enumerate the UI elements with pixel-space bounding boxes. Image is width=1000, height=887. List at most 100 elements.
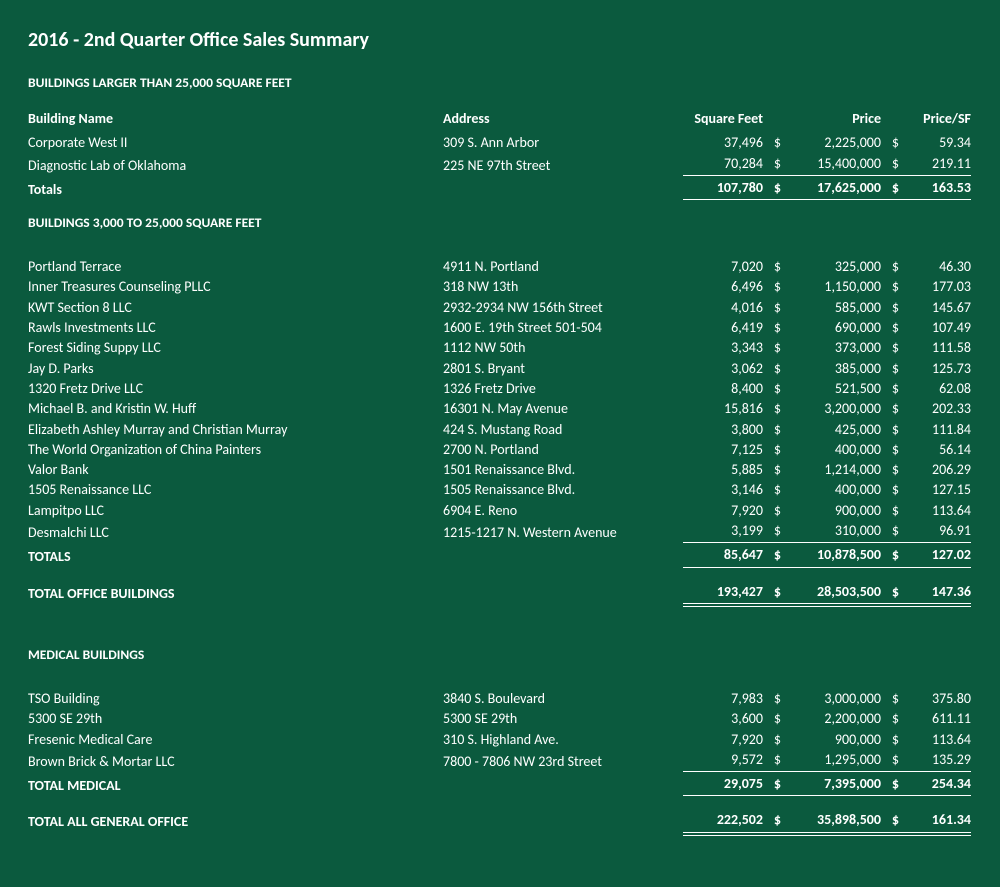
section-heading-large: BUILDINGS LARGER THAN 25,000 SQUARE FEET (28, 74, 978, 91)
cell-psf: 135.29 (899, 750, 971, 772)
table-row: Rawls Investments LLC1600 E. 19th Street… (28, 318, 978, 338)
cell-address: 225 NE 97th Street (443, 156, 683, 176)
currency-symbol: $ (763, 440, 781, 460)
cell-address: 309 S. Ann Arbor (443, 133, 683, 153)
cell-sqft: 7,920 (683, 730, 763, 750)
cell-name: 5300 SE 29th (28, 709, 443, 729)
cell-address: 2932-2934 NW 156th Street (443, 298, 683, 318)
cell-sqft: 7,920 (683, 501, 763, 521)
cell-psf: 125.73 (899, 359, 971, 379)
cell-name: 1505 Renaissance LLC (28, 480, 443, 500)
cell-address: 6904 E. Reno (443, 501, 683, 521)
currency-symbol: $ (763, 501, 781, 521)
currency-symbol: $ (881, 501, 899, 521)
office-total-sqft: 193,427 (683, 582, 763, 604)
totals-price: 10,878,500 (781, 545, 881, 567)
cell-name: 1320 Fretz Drive LLC (28, 379, 443, 399)
header-address: Address (443, 109, 683, 129)
table-row: Portland Terrace4911 N. Portland7,020$32… (28, 257, 978, 277)
cell-psf: 113.64 (899, 730, 971, 750)
cell-price: 2,225,000 (781, 133, 881, 153)
cell-address: 310 S. Highland Ave. (443, 730, 683, 750)
cell-sqft: 3,600 (683, 709, 763, 729)
cell-sqft: 5,885 (683, 460, 763, 480)
currency-symbol: $ (881, 460, 899, 480)
currency-symbol: $ (881, 133, 899, 153)
currency-symbol: $ (881, 709, 899, 729)
cell-sqft: 3,199 (683, 521, 763, 543)
medical-totals-row: TOTAL MEDICAL 29,075 $ 7,395,000 $ 254.3… (28, 774, 978, 796)
cell-name: Jay D. Parks (28, 359, 443, 379)
cell-address: 3840 S. Boulevard (443, 689, 683, 709)
cell-psf: 202.33 (899, 399, 971, 419)
grand-total-row: TOTAL ALL GENERAL OFFICE 222,502 $ 35,89… (28, 810, 978, 832)
cell-address: 1505 Renaissance Blvd. (443, 480, 683, 500)
currency-symbol: $ (881, 582, 899, 604)
cell-sqft: 6,496 (683, 277, 763, 297)
cell-address: 424 S. Mustang Road (443, 420, 683, 440)
grand-total-price: 35,898,500 (781, 810, 881, 832)
cell-name: Fresenic Medical Care (28, 730, 443, 750)
currency-symbol: $ (763, 521, 781, 543)
currency-symbol: $ (763, 730, 781, 750)
cell-sqft: 3,343 (683, 338, 763, 358)
cell-name: Lampitpo LLC (28, 501, 443, 521)
cell-address: 1600 E. 19th Street 501-504 (443, 318, 683, 338)
grand-total-label: TOTAL ALL GENERAL OFFICE (28, 812, 443, 832)
totals-sqft: 85,647 (683, 545, 763, 567)
cell-name: Valor Bank (28, 460, 443, 480)
totals-label: TOTAL MEDICAL (28, 776, 443, 796)
cell-name: Desmalchi LLC (28, 523, 443, 543)
table-row: Corporate West II309 S. Ann Arbor37,496$… (28, 133, 978, 153)
office-total-price: 28,503,500 (781, 582, 881, 604)
totals-psf: 127.02 (899, 545, 971, 567)
cell-address: 1215-1217 N. Western Avenue (443, 523, 683, 543)
cell-psf: 59.34 (899, 133, 971, 153)
cell-price: 1,150,000 (781, 277, 881, 297)
cell-name: TSO Building (28, 689, 443, 709)
currency-symbol: $ (881, 730, 899, 750)
totals-price: 17,625,000 (781, 178, 881, 200)
cell-price: 400,000 (781, 440, 881, 460)
currency-symbol: $ (881, 774, 899, 796)
table-row: Michael B. and Kristin W. Huff16301 N. M… (28, 399, 978, 419)
cell-sqft: 7,125 (683, 440, 763, 460)
cell-name: Brown Brick & Mortar LLC (28, 752, 443, 772)
currency-symbol: $ (763, 379, 781, 399)
cell-psf: 219.11 (899, 154, 971, 176)
currency-symbol: $ (763, 133, 781, 153)
header-price: Price (781, 109, 881, 129)
table-row: Desmalchi LLC1215-1217 N. Western Avenue… (28, 521, 978, 543)
cell-address: 2700 N. Portland (443, 440, 683, 460)
cell-price: 15,400,000 (781, 154, 881, 176)
cell-psf: 127.15 (899, 480, 971, 500)
currency-symbol: $ (881, 521, 899, 543)
currency-symbol: $ (881, 257, 899, 277)
totals-sqft: 107,780 (683, 178, 763, 200)
cell-address: 1112 NW 50th (443, 338, 683, 358)
section-heading-mid: BUILDINGS 3,000 TO 25,000 SQUARE FEET (28, 214, 978, 231)
cell-name: The World Organization of China Painters (28, 440, 443, 460)
cell-name: Portland Terrace (28, 257, 443, 277)
cell-psf: 611.11 (899, 709, 971, 729)
cell-address: 1501 Renaissance Blvd. (443, 460, 683, 480)
cell-price: 1,295,000 (781, 750, 881, 772)
totals-psf: 163.53 (899, 178, 971, 200)
table-row: Brown Brick & Mortar LLC7800 - 7806 NW 2… (28, 750, 978, 772)
currency-symbol: $ (763, 709, 781, 729)
table-row: 1320 Fretz Drive LLC1326 Fretz Drive8,40… (28, 379, 978, 399)
currency-symbol: $ (763, 480, 781, 500)
currency-symbol: $ (763, 460, 781, 480)
cell-price: 585,000 (781, 298, 881, 318)
currency-symbol: $ (881, 178, 899, 200)
currency-symbol: $ (763, 399, 781, 419)
currency-symbol: $ (763, 298, 781, 318)
currency-symbol: $ (763, 689, 781, 709)
table-row: Elizabeth Ashley Murray and Christian Mu… (28, 420, 978, 440)
currency-symbol: $ (881, 810, 899, 832)
office-total-row: TOTAL OFFICE BUILDINGS 193,427 $ 28,503,… (28, 582, 978, 604)
cell-psf: 177.03 (899, 277, 971, 297)
cell-price: 3,000,000 (781, 689, 881, 709)
currency-symbol: $ (881, 689, 899, 709)
cell-address: 1326 Fretz Drive (443, 379, 683, 399)
